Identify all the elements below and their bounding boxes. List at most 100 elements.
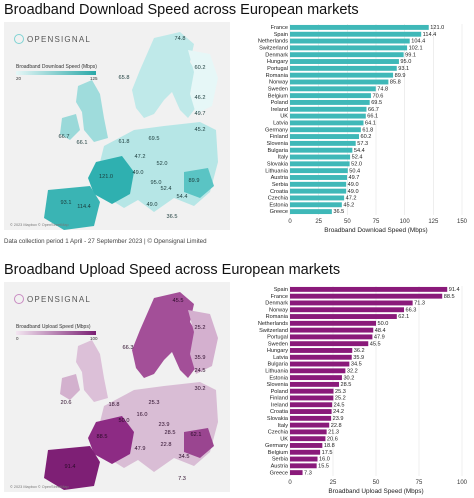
category-label: Croatia bbox=[270, 409, 289, 415]
category-label: Sweden bbox=[268, 86, 288, 92]
value-label: 93.1 bbox=[398, 66, 409, 72]
upload-legend-max: 100 bbox=[90, 336, 98, 341]
bar bbox=[290, 415, 332, 421]
upload-legend-title: Broadband Upload Speed (Mbps) bbox=[16, 324, 91, 330]
value-label: 35.9 bbox=[353, 355, 364, 361]
value-label: 30.2 bbox=[343, 375, 354, 381]
map-value-label: 46.2 bbox=[195, 95, 206, 101]
x-tick-label: 100 bbox=[400, 219, 411, 225]
value-label: 61.8 bbox=[362, 127, 373, 133]
map-value-label: 18.8 bbox=[109, 402, 120, 408]
bar bbox=[290, 59, 399, 64]
category-label: Norway bbox=[269, 307, 288, 313]
x-axis-label: Broadband Upload Speed (Mbps) bbox=[328, 488, 423, 495]
value-label: 121.0 bbox=[430, 25, 444, 31]
map-france bbox=[88, 416, 134, 464]
value-label: 24.2 bbox=[333, 409, 344, 415]
category-label: Belgium bbox=[268, 93, 289, 99]
x-tick-label: 50 bbox=[344, 219, 351, 225]
map-value-label: 30.2 bbox=[195, 386, 206, 392]
bar bbox=[290, 181, 347, 187]
value-label: 54.4 bbox=[354, 148, 365, 154]
value-label: 47.2 bbox=[346, 196, 357, 202]
logo-text: OPENSIGNAL bbox=[27, 34, 92, 44]
value-label: 66.3 bbox=[406, 307, 417, 313]
bar bbox=[290, 113, 366, 119]
map-finland bbox=[188, 50, 218, 114]
value-label: 28.5 bbox=[341, 382, 352, 388]
bar bbox=[290, 65, 397, 71]
value-label: 22.8 bbox=[331, 423, 342, 429]
category-label: Estonia bbox=[269, 202, 289, 208]
bar bbox=[290, 31, 422, 37]
value-label: 64.1 bbox=[365, 121, 376, 127]
bar bbox=[290, 381, 340, 387]
bar bbox=[290, 327, 374, 333]
bar bbox=[290, 161, 350, 167]
value-label: 60.2 bbox=[361, 134, 372, 140]
bar bbox=[290, 293, 443, 299]
category-label: Lithuania bbox=[265, 168, 289, 174]
upload-map-credit: © 2023 Mapbox © OpenStreetMap bbox=[10, 485, 69, 489]
download-map bbox=[44, 32, 218, 230]
value-label: 45.5 bbox=[370, 341, 381, 347]
bar bbox=[290, 429, 327, 435]
category-label: Slovenia bbox=[267, 141, 289, 147]
map-value-label: 60.2 bbox=[195, 65, 206, 71]
bar bbox=[290, 314, 397, 319]
value-label: 36.5 bbox=[333, 209, 344, 215]
bar bbox=[290, 45, 408, 51]
category-label: Portugal bbox=[267, 66, 288, 72]
category-label: Ireland bbox=[271, 402, 288, 408]
category-label: Latvia bbox=[273, 355, 289, 361]
map-romania bbox=[184, 168, 214, 198]
map-finland bbox=[188, 310, 218, 374]
category-label: UK bbox=[280, 114, 288, 120]
map-value-label: 66.1 bbox=[77, 140, 88, 146]
category-label: Italy bbox=[278, 423, 288, 429]
download-legend-min: 20 bbox=[16, 76, 22, 81]
value-label: 57.3 bbox=[357, 141, 368, 147]
download-legend-max: 125 bbox=[90, 76, 98, 81]
value-label: 25.2 bbox=[335, 396, 346, 402]
bar bbox=[290, 86, 376, 92]
map-value-label: 49.0 bbox=[147, 202, 158, 208]
map-uk bbox=[76, 80, 108, 142]
x-tick-label: 125 bbox=[428, 219, 439, 225]
value-label: 85.8 bbox=[390, 80, 401, 86]
category-label: Romania bbox=[266, 314, 289, 320]
bar bbox=[290, 402, 333, 408]
bar bbox=[290, 341, 369, 347]
category-label: Denmark bbox=[265, 52, 288, 58]
map-value-label: 7.3 bbox=[178, 476, 186, 482]
value-label: 52.4 bbox=[352, 155, 363, 161]
bar bbox=[290, 320, 376, 326]
x-tick-label: 75 bbox=[416, 480, 423, 486]
category-label: Spain bbox=[274, 287, 288, 293]
download-bar-chart: 0 25 50 75 100 125 150 France 121.0 Spain 114.4 Net… bbox=[258, 24, 468, 234]
bar bbox=[290, 106, 367, 112]
map-value-label: 65.8 bbox=[119, 75, 130, 81]
value-label: 36.2 bbox=[354, 348, 365, 354]
opensignal-ring-icon bbox=[14, 34, 24, 44]
category-label: Latvia bbox=[273, 121, 289, 127]
bar bbox=[290, 120, 364, 126]
bar bbox=[290, 286, 448, 292]
download-title: Broadband Download Speed across European… bbox=[4, 2, 359, 18]
upload-map bbox=[44, 292, 218, 490]
category-label: Czechia bbox=[268, 196, 289, 202]
bar bbox=[290, 361, 350, 367]
category-label: Romania bbox=[266, 73, 289, 79]
value-label: 15.5 bbox=[318, 463, 329, 469]
category-label: Switzerland bbox=[259, 328, 288, 334]
upload-legend-gradient bbox=[16, 331, 96, 335]
bar bbox=[290, 209, 332, 215]
category-label: Serbia bbox=[272, 457, 289, 463]
opensignal-logo: OPENSIGNAL bbox=[14, 34, 91, 44]
map-value-label: 36.5 bbox=[167, 214, 178, 220]
map-uk bbox=[76, 340, 108, 402]
map-iberia bbox=[44, 446, 100, 490]
download-legend-gradient bbox=[16, 71, 96, 75]
bar bbox=[290, 175, 347, 180]
category-label: Slovakia bbox=[267, 161, 289, 167]
